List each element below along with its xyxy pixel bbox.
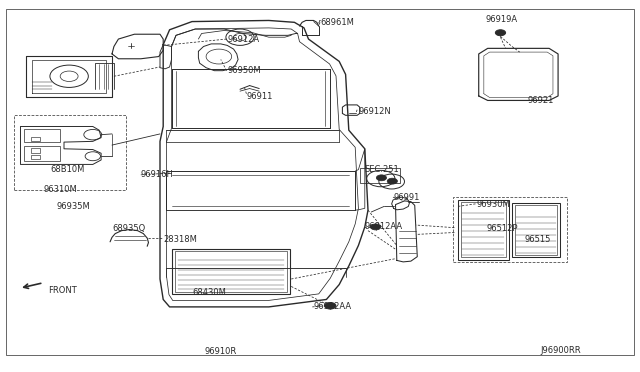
- Bar: [31, 155, 40, 159]
- Bar: [175, 251, 287, 292]
- Bar: [512, 203, 560, 257]
- Text: SEC.251: SEC.251: [365, 165, 399, 174]
- Circle shape: [371, 224, 381, 230]
- Text: 96912N: 96912N: [358, 107, 391, 116]
- Circle shape: [495, 30, 506, 36]
- Circle shape: [324, 302, 336, 309]
- Text: 96910R: 96910R: [205, 347, 237, 356]
- Bar: [24, 146, 60, 161]
- Text: 96515: 96515: [525, 235, 551, 244]
- Bar: [31, 137, 40, 141]
- Text: 68430M: 68430M: [192, 288, 226, 296]
- Text: 96921: 96921: [528, 96, 554, 105]
- Text: 68B10M: 68B10M: [50, 165, 84, 174]
- Text: 96935M: 96935M: [56, 202, 90, 211]
- Bar: [458, 200, 509, 260]
- Text: 96950M: 96950M: [227, 66, 261, 75]
- Text: 96912A: 96912A: [227, 35, 259, 44]
- Bar: [14, 115, 126, 190]
- Text: 96919A: 96919A: [485, 15, 517, 24]
- Text: 96912AA: 96912AA: [314, 302, 352, 311]
- Bar: [31, 148, 40, 153]
- Bar: [515, 205, 557, 255]
- Text: 68935Q: 68935Q: [112, 224, 145, 233]
- Text: 96912AA: 96912AA: [365, 222, 403, 231]
- Circle shape: [387, 178, 397, 184]
- Text: 28318M: 28318M: [163, 235, 197, 244]
- Text: 96512P: 96512P: [486, 224, 518, 233]
- Text: 96916H: 96916H: [141, 170, 173, 179]
- Text: 96930M: 96930M: [477, 200, 511, 209]
- Text: 96911: 96911: [246, 92, 273, 101]
- Bar: [24, 129, 60, 142]
- Text: FRONT: FRONT: [48, 286, 77, 295]
- Text: J96900RR: J96900RR: [541, 346, 581, 355]
- Text: 68961M: 68961M: [320, 18, 354, 27]
- Bar: [453, 197, 567, 262]
- Circle shape: [376, 175, 387, 181]
- Bar: [172, 249, 290, 294]
- Bar: [360, 168, 400, 183]
- Text: 96310M: 96310M: [44, 185, 77, 194]
- Text: 96991: 96991: [394, 193, 420, 202]
- Bar: [461, 202, 506, 257]
